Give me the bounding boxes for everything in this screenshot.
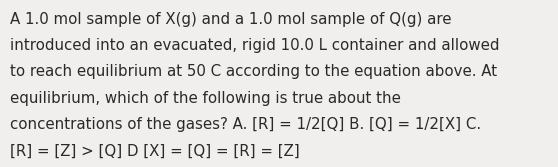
Text: to reach equilibrium at 50 C according to the equation above. At: to reach equilibrium at 50 C according t… (10, 64, 497, 79)
Text: introduced into an evacuated, rigid 10.0 L container and allowed: introduced into an evacuated, rigid 10.0… (10, 38, 499, 53)
Text: [R] = [Z] > [Q] D [X] = [Q] = [R] = [Z]: [R] = [Z] > [Q] D [X] = [Q] = [R] = [Z] (10, 144, 300, 159)
Text: concentrations of the gases? A. [R] = 1/2[Q] B. [Q] = 1/2[X] C.: concentrations of the gases? A. [R] = 1/… (10, 117, 481, 132)
Text: A 1.0 mol sample of X(g) and a 1.0 mol sample of Q(g) are: A 1.0 mol sample of X(g) and a 1.0 mol s… (10, 12, 451, 27)
Text: equilibrium, which of the following is true about the: equilibrium, which of the following is t… (10, 91, 401, 106)
